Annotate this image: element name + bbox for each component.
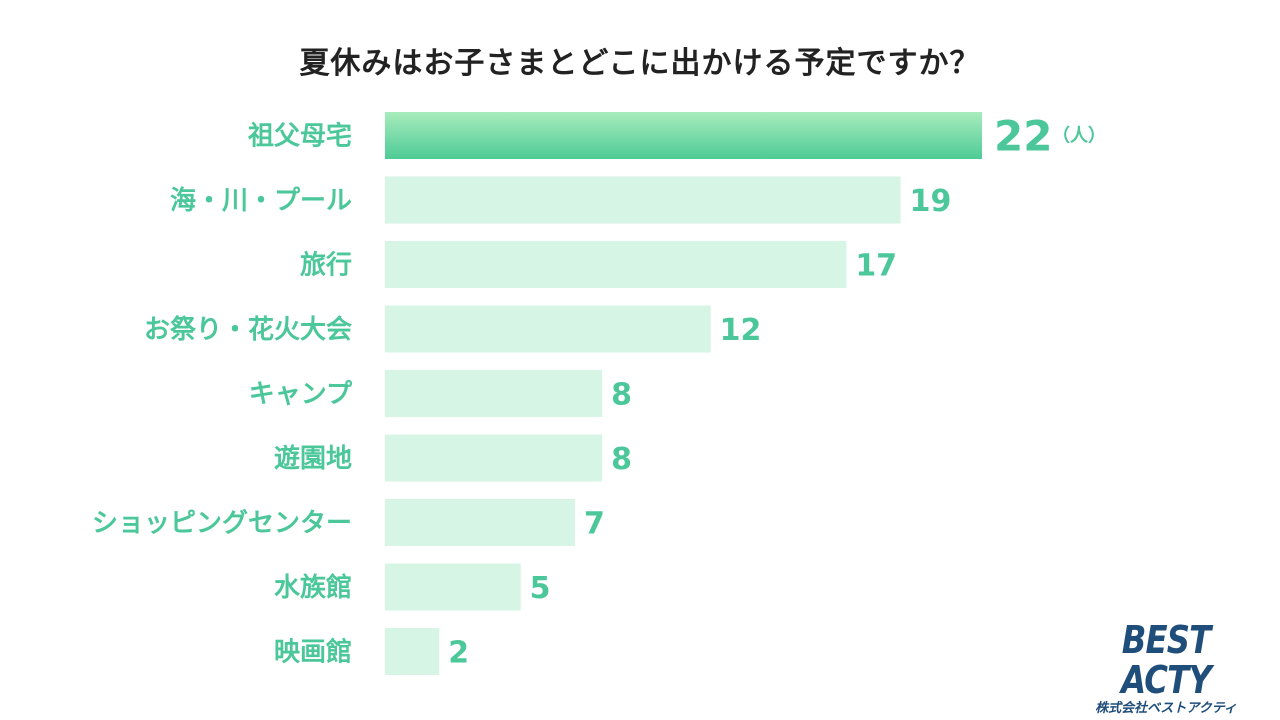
unit-label: （人）: [1052, 126, 1106, 147]
value-label-4: 8: [611, 377, 632, 412]
logo-main-text: BEST ACTY: [1121, 618, 1212, 702]
category-label-5: 遊園地: [274, 443, 352, 474]
value-label-5: 8: [611, 442, 632, 477]
bars-group: 祖父母宅 22 （人） 海・川・プール 19 旅行 17 お祭り・花火大会 12 キャンプ 8 遊園地…: [92, 112, 1106, 675]
category-label-2: 旅行: [300, 250, 352, 281]
logo-sub-text: 株式会社ベストアクティ: [1095, 701, 1237, 716]
category-label-6: ショッピングセンター: [92, 509, 352, 539]
category-label-0: 祖父母宅: [247, 121, 352, 152]
category-label-3: お祭り・花火大会: [144, 315, 352, 345]
value-label-0: 22: [994, 112, 1052, 161]
value-label-1: 19: [910, 184, 952, 219]
bar-2: [385, 241, 847, 288]
chart-title: 夏休みはお子さまとどこに出かける予定ですか？: [299, 46, 981, 81]
value-label-7: 5: [530, 571, 551, 606]
value-label-2: 17: [855, 248, 897, 283]
value-label-8: 2: [448, 635, 469, 670]
category-label-7: 水族館: [274, 572, 352, 603]
bar-5: [385, 434, 603, 482]
bar-7: [385, 563, 521, 611]
category-label-8: 映画館: [274, 637, 352, 668]
bar-3: [385, 305, 711, 353]
bar-6: [385, 499, 575, 546]
company-logo: BEST ACTY 株式会社ベストアクティ: [1066, 620, 1266, 718]
value-label-3: 12: [720, 313, 762, 348]
bar-8: [385, 628, 440, 675]
category-label-1: 海・川・プール: [170, 186, 352, 216]
category-label-4: キャンプ: [249, 380, 353, 410]
bar-4: [385, 370, 603, 417]
bar-1: [385, 176, 901, 224]
bar-0: [385, 112, 982, 159]
value-label-6: 7: [584, 506, 605, 541]
